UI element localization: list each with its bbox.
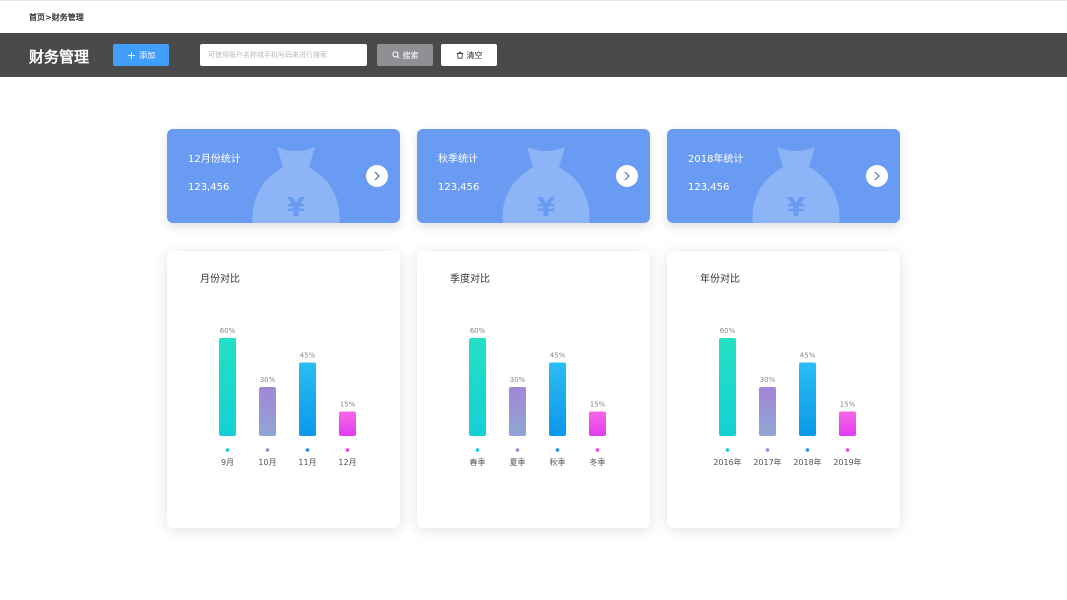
legend-dot — [345, 448, 350, 452]
category-label: 11月 — [298, 458, 316, 467]
stat-card-value: 123,456 — [688, 182, 730, 193]
add-button[interactable]: + 添加 — [113, 44, 169, 66]
category-label: 2018年 — [793, 457, 821, 467]
chart-title: 季度对比 — [450, 274, 490, 285]
bar — [549, 362, 566, 436]
category-label: 2016年 — [713, 457, 741, 467]
bar-value-label: 45% — [550, 352, 566, 360]
bar-value-label: 45% — [300, 352, 316, 360]
breadcrumb: 首页>财务管理 — [29, 13, 84, 22]
legend-dot — [305, 448, 310, 452]
legend-dot — [845, 448, 850, 452]
stat-card-arrow-button[interactable] — [616, 165, 638, 187]
bar-chart: 60% 2016年 30% 2017年 45% 2018年 15% 2019年 — [713, 327, 861, 467]
legend-dot — [725, 448, 730, 452]
search-button-label: 搜索 — [402, 50, 419, 60]
bar — [299, 362, 316, 436]
category-label: 冬季 — [590, 457, 606, 467]
bar — [339, 411, 356, 436]
bar-value-label: 30% — [510, 376, 526, 384]
bar — [719, 338, 736, 436]
bar — [509, 387, 526, 436]
bar-value-label: 30% — [260, 376, 276, 384]
category-label: 9月 — [221, 458, 234, 467]
plus-icon: + — [126, 48, 137, 62]
category-label: 秋季 — [550, 457, 566, 467]
stat-card-month: ¥ 12月份统计 123,456 — [167, 129, 400, 223]
stat-card-year: ¥ 2018年统计 123,456 — [667, 129, 900, 223]
bar-chart: 60% 9月 30% 10月 45% 11月 15% 12月 — [219, 327, 357, 467]
svg-text:¥: ¥ — [287, 193, 305, 223]
money-bag-icon: ¥ — [752, 147, 840, 223]
chart-card-season: 季度对比 60% 春季 30% 夏季 45% 秋季 15% 冬季 — [417, 251, 650, 528]
legend-dot — [515, 448, 520, 452]
legend-dot — [225, 448, 230, 452]
chevron-right-icon — [374, 171, 380, 181]
bar-value-label: 15% — [590, 401, 606, 409]
clear-icon — [456, 51, 463, 59]
chevron-right-icon — [874, 171, 880, 181]
bar-chart: 60% 春季 30% 夏季 45% 秋季 15% 冬季 — [469, 327, 606, 467]
toolbar: 财务管理 + 添加 搜索 清空 — [0, 33, 1067, 77]
chart-card-month: 月份对比 60% 9月 30% 10月 45% 11月 15% 12月 — [167, 251, 400, 528]
bar — [759, 387, 776, 436]
category-label: 2017年 — [753, 457, 781, 467]
legend-dot — [555, 448, 560, 452]
page-title: 财务管理 — [29, 48, 90, 66]
bar — [219, 338, 236, 436]
stat-card-title: 12月份统计 — [188, 154, 241, 165]
category-label: 春季 — [470, 457, 486, 467]
legend-dot — [475, 448, 480, 452]
money-bag-icon: ¥ — [502, 147, 590, 223]
stat-card-title: 2018年统计 — [688, 154, 744, 165]
bar-value-label: 45% — [800, 352, 816, 360]
search-input[interactable] — [200, 44, 367, 66]
stat-card-title: 秋季统计 — [438, 154, 478, 165]
bar — [469, 338, 486, 436]
svg-text:¥: ¥ — [537, 193, 555, 223]
legend-dot — [805, 448, 810, 452]
stat-card-arrow-button[interactable] — [366, 165, 388, 187]
bar — [839, 411, 856, 436]
search-button[interactable]: 搜索 — [377, 44, 433, 66]
category-label: 12月 — [338, 458, 356, 467]
stat-card-value: 123,456 — [188, 182, 230, 193]
bar-value-label: 60% — [220, 327, 236, 335]
bar-value-label: 60% — [470, 327, 486, 335]
clear-button-label: 清空 — [466, 50, 483, 60]
chevron-right-icon — [624, 171, 630, 181]
legend-dot — [265, 448, 270, 452]
top-divider — [0, 0, 1067, 1]
stat-card-value: 123,456 — [438, 182, 480, 193]
bar — [259, 387, 276, 436]
bar — [799, 362, 816, 436]
bar-value-label: 15% — [840, 401, 856, 409]
legend-dot — [595, 448, 600, 452]
category-label: 夏季 — [510, 457, 526, 467]
category-label: 10月 — [258, 458, 276, 467]
category-label: 2019年 — [833, 457, 861, 467]
clear-button[interactable]: 清空 — [441, 44, 497, 66]
chart-card-year: 年份对比 60% 2016年 30% 2017年 45% 2018年 15% 2019年 — [667, 251, 900, 528]
bar — [589, 411, 606, 436]
bar-value-label: 30% — [760, 376, 776, 384]
chart-title: 年份对比 — [700, 274, 740, 285]
search-icon — [391, 51, 400, 59]
svg-text:¥: ¥ — [787, 193, 805, 223]
legend-dot — [765, 448, 770, 452]
bar-value-label: 15% — [340, 401, 356, 409]
bar-value-label: 60% — [720, 327, 736, 335]
add-button-label: 添加 — [139, 50, 156, 60]
chart-title: 月份对比 — [200, 274, 240, 285]
stat-card-arrow-button[interactable] — [866, 165, 888, 187]
money-bag-icon: ¥ — [252, 147, 340, 223]
stat-card-season: ¥ 秋季统计 123,456 — [417, 129, 650, 223]
